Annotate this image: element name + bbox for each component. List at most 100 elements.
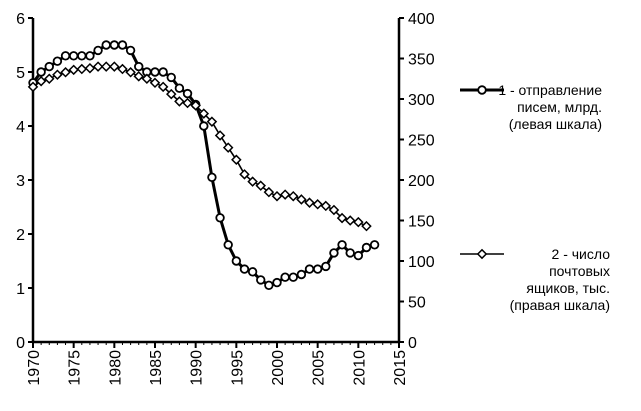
legend-2-label: ящиков, тыс. — [526, 280, 610, 296]
legend-1-label: 1 - отправление — [498, 82, 602, 98]
y-left-tick-label: 6 — [16, 11, 25, 28]
legend-1-label: писем, млрд. — [517, 99, 602, 115]
series-2-point — [157, 81, 169, 93]
series-2-point — [198, 108, 210, 119]
series-2-point — [255, 180, 266, 191]
series-1-point — [166, 72, 176, 83]
series-1-point — [231, 256, 242, 266]
series-1-point — [199, 121, 209, 131]
legend-2-label: почтовых — [549, 263, 610, 279]
series-2-point — [361, 220, 372, 232]
series-1-point — [52, 56, 63, 66]
y-left-tick-label: 0 — [16, 335, 25, 352]
series-2-point — [190, 100, 201, 111]
series-2-point — [206, 116, 218, 127]
series-1-point — [77, 51, 87, 61]
series-2-point — [76, 63, 88, 75]
series-1-point — [125, 45, 136, 56]
y-left-tick-label: 3 — [16, 173, 25, 190]
series-2-point — [84, 62, 96, 74]
series-2-point — [35, 75, 47, 87]
series-2-point — [117, 63, 128, 75]
series-2-point — [320, 200, 332, 212]
y-left-tick-label: 5 — [16, 65, 25, 82]
series-2-point — [279, 189, 291, 200]
x-tick-label: 2005 — [311, 350, 328, 386]
series-1-point — [353, 250, 364, 261]
series-1-point — [337, 240, 347, 250]
series-2-point — [125, 67, 136, 78]
series-1-point — [44, 61, 54, 72]
series-1-point — [207, 172, 217, 182]
series-1-point — [117, 40, 128, 50]
y-right-tick-label: 100 — [408, 254, 435, 271]
series-2-point — [344, 215, 356, 226]
series-1-point — [272, 277, 282, 288]
x-tick-label: 2000 — [270, 350, 287, 386]
series-1-line — [31, 43, 376, 287]
series-2-point — [133, 71, 144, 82]
y-right-tick-label: 300 — [408, 92, 435, 109]
x-tick-label: 2010 — [351, 350, 368, 386]
series-1-point — [329, 248, 339, 258]
legend-2-label: 2 - число — [552, 246, 611, 262]
series-1-point — [68, 51, 79, 61]
series-2-point — [141, 73, 153, 85]
series-2-point — [353, 216, 364, 228]
y-left-tick-label: 2 — [16, 227, 25, 244]
legend-1-label: (левая шкала) — [509, 116, 602, 132]
y-right-tick-label: 350 — [408, 52, 435, 69]
x-tick-label: 1970 — [26, 350, 43, 386]
y-right-tick-label: 150 — [408, 214, 435, 231]
series-2-point — [304, 197, 315, 208]
series-1-point — [101, 40, 111, 50]
series-2-point — [263, 186, 275, 198]
series-2-point — [182, 97, 193, 109]
series-1-point — [247, 267, 258, 277]
legend-1-swatch-marker — [477, 85, 487, 95]
series-2-point — [174, 96, 185, 107]
series-2-point — [68, 64, 79, 76]
series-1-point — [304, 264, 315, 274]
series-2-point — [149, 77, 161, 89]
series-2-point — [312, 199, 323, 210]
series-2-point — [288, 190, 299, 202]
legend-2-label: (правая шкала) — [510, 297, 610, 313]
x-tick-label: 2015 — [392, 350, 409, 386]
series-1-point — [174, 83, 185, 93]
series-1-point — [312, 264, 323, 274]
series-1-point — [60, 51, 71, 61]
x-tick-label: 1995 — [229, 350, 246, 386]
y-left-tick-label: 4 — [16, 119, 25, 136]
series-2-point — [222, 142, 234, 153]
x-tick-label: 1985 — [148, 350, 165, 386]
series-1-point — [288, 272, 298, 282]
series-1-point — [239, 264, 250, 274]
y-right-tick-label: 250 — [408, 133, 435, 150]
series-2-point — [166, 88, 177, 100]
legend-2-swatch-marker — [476, 248, 488, 260]
series-1-point — [109, 40, 120, 50]
series-1-point — [150, 67, 160, 77]
series-2-point — [52, 69, 63, 80]
series-2-point — [239, 169, 250, 180]
series-2-point — [336, 212, 348, 224]
series-1-point — [93, 45, 103, 56]
y-right-tick-label: 50 — [408, 295, 426, 312]
y-right-tick-label: 200 — [408, 173, 435, 190]
series-2-point — [328, 204, 340, 216]
series-2-point — [44, 73, 55, 85]
series-1-point — [182, 88, 193, 99]
series-1-point — [215, 213, 225, 223]
y-left-tick-label: 1 — [16, 281, 25, 298]
series-1-point — [264, 280, 274, 290]
series-2-point — [214, 130, 226, 141]
x-tick-label: 1990 — [189, 350, 206, 386]
series-1-point — [321, 261, 331, 272]
x-tick-label: 1980 — [107, 350, 124, 386]
series-1-point — [85, 51, 95, 61]
series-2-point — [100, 61, 112, 72]
